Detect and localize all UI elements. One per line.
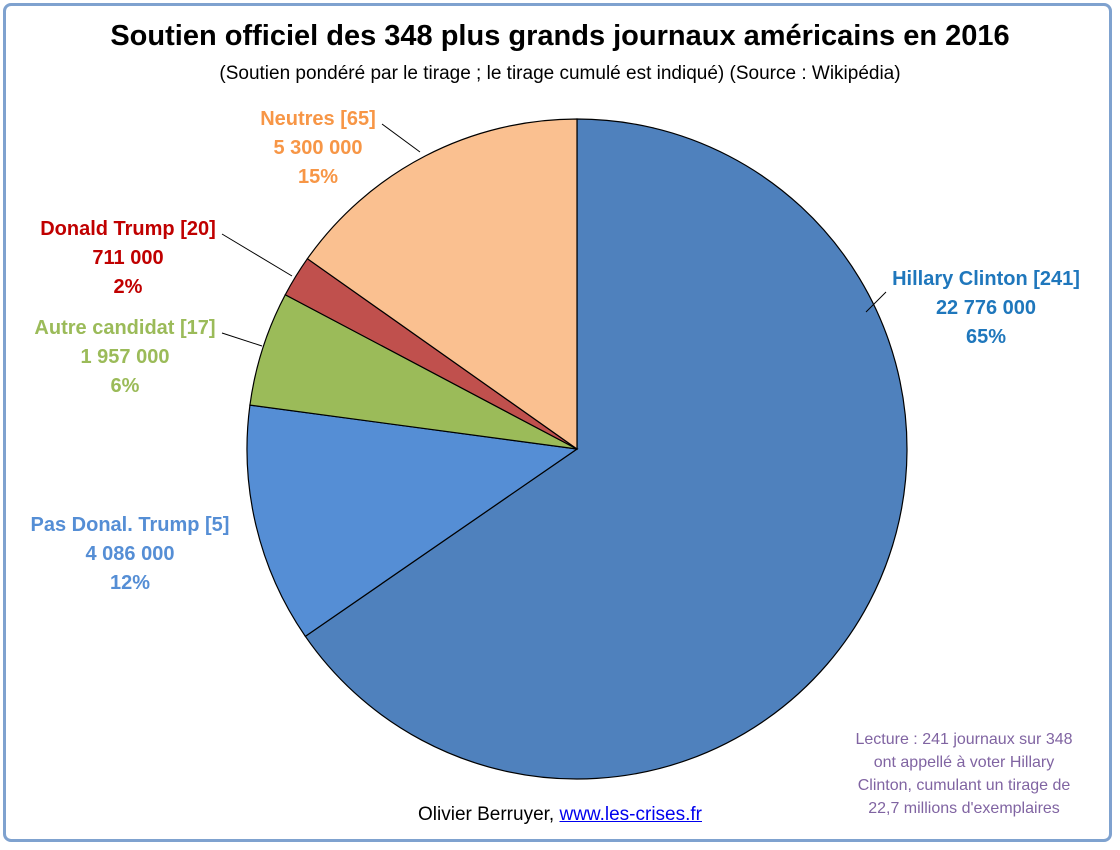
slice-percent-label: 15% — [298, 166, 338, 188]
slice-value-label: 4 086 000 — [86, 543, 175, 565]
leader-line — [221, 233, 293, 277]
slice-value-label: 22 776 000 — [936, 297, 1036, 319]
leader-line — [865, 291, 887, 313]
slice-label: Pas Donal. Trump [5] — [31, 514, 230, 536]
slice-value-label: 5 300 000 — [274, 137, 363, 159]
note-line: Clinton, cumulant un tirage de — [857, 777, 1071, 794]
slice-percent-label: 65% — [966, 326, 1006, 348]
footer-author: Olivier Berruyer, — [418, 804, 555, 825]
slice-value-label: 711 000 — [92, 247, 163, 269]
slice-percent-label: 6% — [111, 375, 140, 397]
leader-line — [381, 123, 421, 153]
reading-note: Lecture : 241 journaux sur 348 ont appel… — [838, 728, 1090, 820]
slice-label: Autre candidat [17] — [34, 317, 215, 339]
slice-percent-label: 2% — [114, 276, 143, 298]
slice-value-label: 1 957 000 — [81, 346, 170, 368]
leader-line — [221, 332, 263, 347]
pie-slice — [304, 118, 908, 780]
footer-link[interactable]: www.les-crises.fr — [559, 804, 702, 825]
slice-label: Donald Trump [20] — [40, 218, 216, 240]
pie-slice — [246, 404, 579, 638]
chart-subtitle: (Soutien pondéré par le tirage ; le tira… — [219, 63, 901, 84]
footer: Olivier Berruyer, www.les-crises.fr — [0, 804, 1120, 826]
chart-title: Soutien officiel des 348 plus grands jou… — [110, 20, 1010, 52]
pie-slice — [306, 118, 578, 451]
slice-label: Hillary Clinton [241] — [892, 268, 1080, 290]
note-line: ont appellé à voter Hillary — [873, 754, 1055, 771]
note-line: Lecture : 241 journaux sur 348 — [855, 731, 1073, 748]
slice-label: Neutres [65] — [260, 108, 376, 130]
slice-percent-label: 12% — [110, 572, 150, 594]
note-line: 22,7 millions d'exemplaires — [868, 800, 1060, 817]
